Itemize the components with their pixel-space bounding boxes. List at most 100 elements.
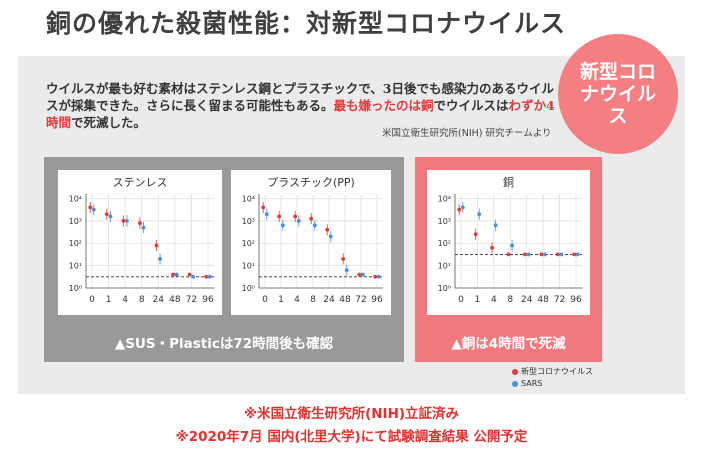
chart-plastic: プラスチック(PP) 10⁰ 10¹ 10² 10³ 10⁴ 0 1 4 8 24 48 72 96 xyxy=(231,170,391,315)
x-tick-label: 1 xyxy=(475,295,481,305)
data-point-covid xyxy=(121,218,126,223)
data-point-sars xyxy=(264,212,269,217)
data-point-covid xyxy=(555,252,560,257)
data-point-covid xyxy=(457,207,462,212)
data-point-covid xyxy=(277,214,282,219)
x-tick-label: 1 xyxy=(278,295,284,305)
data-point-covid xyxy=(523,252,527,257)
x-tick-label: 72 xyxy=(355,295,366,305)
data-point-covid xyxy=(88,205,93,210)
chart-stainless: ステンレス 10⁰ 10¹ 10² 10³ 10⁴ 0 1 4 8 24 48 72 96 xyxy=(58,170,222,315)
y-tick-label: 10⁰ xyxy=(438,284,451,293)
data-point-sars xyxy=(141,225,146,230)
data-point-covid xyxy=(373,274,378,279)
x-tick-label: 48 xyxy=(169,295,181,305)
y-tick-label: 10⁴ xyxy=(438,194,451,203)
data-point-covid xyxy=(293,214,298,219)
note-nih: ※米国立衛生研究所(NIH)立証済み xyxy=(243,406,460,422)
data-point-covid xyxy=(187,272,192,277)
data-point-covid xyxy=(171,272,175,277)
data-point-sars xyxy=(207,274,212,279)
caption-gray: ▲SUS・Plasticは72時間後も確認 xyxy=(114,336,334,352)
legend-dot-covid xyxy=(512,368,518,375)
data-point-sars xyxy=(493,223,498,228)
y-tick-label: 10⁰ xyxy=(69,284,82,293)
x-tick-label: 1 xyxy=(106,295,112,305)
data-point-sars xyxy=(360,272,365,277)
data-point-covid xyxy=(154,243,159,248)
intro-part5: で死滅した。 xyxy=(71,115,147,130)
y-tick-label: 10² xyxy=(438,239,451,248)
legend-label-sars: SARS xyxy=(521,379,543,388)
data-point-covid xyxy=(506,252,511,257)
data-point-covid xyxy=(357,272,362,277)
y-tick-label: 10¹ xyxy=(69,262,82,271)
copper-card: 銅 10⁰ 10¹ 10² 10³ 10⁴ 0 1 4 8 24 48 72 96 ▲銅は4時間で死滅 xyxy=(415,157,602,362)
chart-title-plastic: プラスチック(PP) xyxy=(267,176,355,189)
data-point-covid xyxy=(490,245,494,250)
sus-plastic-card: ステンレス 10⁰ 10¹ 10² 10³ 10⁴ 0 1 4 8 24 48 72 96 プラスチック… xyxy=(44,157,404,362)
y-tick-label: 10⁰ xyxy=(242,284,255,293)
data-point-sars xyxy=(510,243,514,248)
legend-dot-sars xyxy=(512,380,518,387)
x-tick-label: 0 xyxy=(262,295,268,305)
data-point-sars xyxy=(543,252,547,257)
x-tick-label: 24 xyxy=(521,295,533,305)
y-tick-label: 10⁴ xyxy=(69,194,82,203)
data-point-covid xyxy=(104,212,109,217)
data-point-covid xyxy=(325,227,330,232)
source-credit: 米国立衛生研究所(NIH) 研究チームより xyxy=(382,128,552,139)
x-tick-label: 72 xyxy=(186,295,197,305)
y-tick-label: 10² xyxy=(69,239,82,248)
x-tick-label: 4 xyxy=(122,295,128,305)
data-point-sars xyxy=(91,207,96,212)
chart-title-stainless: ステンレス xyxy=(112,176,168,189)
x-tick-label: 96 xyxy=(202,295,214,305)
data-point-covid xyxy=(572,252,577,257)
x-tick-label: 24 xyxy=(153,295,165,305)
chart-title-copper: 銅 xyxy=(503,176,514,189)
y-tick-label: 10³ xyxy=(242,217,255,226)
legend: 新型コロナウイルス SARS xyxy=(512,366,593,390)
y-tick-label: 10² xyxy=(242,239,255,248)
data-point-sars xyxy=(344,268,349,272)
data-point-covid xyxy=(309,216,314,221)
intro-text: ウイルスが最も好む素材はステンレス鋼とプラスチックで、3日後でも感染力のあるウイ… xyxy=(46,80,566,131)
data-point-sars xyxy=(376,274,381,279)
intro-part2: 最も嫌ったのは銅 xyxy=(333,98,434,113)
x-tick-label: 4 xyxy=(294,295,300,305)
y-tick-label: 10⁴ xyxy=(242,194,255,203)
x-tick-label: 8 xyxy=(507,295,513,305)
page-title: 銅の優れた殺菌性能：対新型コロナウイルス xyxy=(46,9,567,38)
data-point-covid xyxy=(539,252,544,257)
caption-pink: ▲銅は4時間で死滅 xyxy=(451,336,566,352)
data-point-covid xyxy=(204,274,209,279)
y-tick-label: 10¹ xyxy=(438,262,451,271)
axis xyxy=(85,194,214,289)
intro-part3: でウイルスは xyxy=(433,98,509,113)
y-tick-label: 10¹ xyxy=(242,262,255,271)
chart-copper: 銅 10⁰ 10¹ 10² 10³ 10⁴ 0 1 4 8 24 48 72 96 xyxy=(427,170,590,315)
x-tick-label: 48 xyxy=(339,295,351,305)
x-tick-label: 8 xyxy=(139,295,145,305)
x-tick-label: 48 xyxy=(537,295,549,305)
data-point-sars xyxy=(575,252,580,257)
data-point-covid xyxy=(473,232,478,237)
data-point-sars xyxy=(108,214,113,219)
x-tick-label: 96 xyxy=(371,295,383,305)
data-point-sars xyxy=(477,212,482,217)
data-point-sars xyxy=(158,257,162,261)
data-point-sars xyxy=(328,234,333,239)
legend-label-covid: 新型コロナウイルス xyxy=(521,367,593,376)
covid-badge: 新型コロナウイルス xyxy=(558,34,678,154)
data-point-sars xyxy=(460,205,465,210)
data-point-sars xyxy=(296,218,301,223)
data-point-covid xyxy=(261,205,266,210)
data-point-covid xyxy=(341,257,346,261)
data-point-sars xyxy=(174,272,179,277)
intro-part1: ウイルスが最も好む素材はステンレス鋼とプラスチックで、3日後でも感染力のあるウイ… xyxy=(46,81,554,113)
x-tick-label: 72 xyxy=(554,295,565,305)
x-tick-label: 4 xyxy=(491,295,497,305)
